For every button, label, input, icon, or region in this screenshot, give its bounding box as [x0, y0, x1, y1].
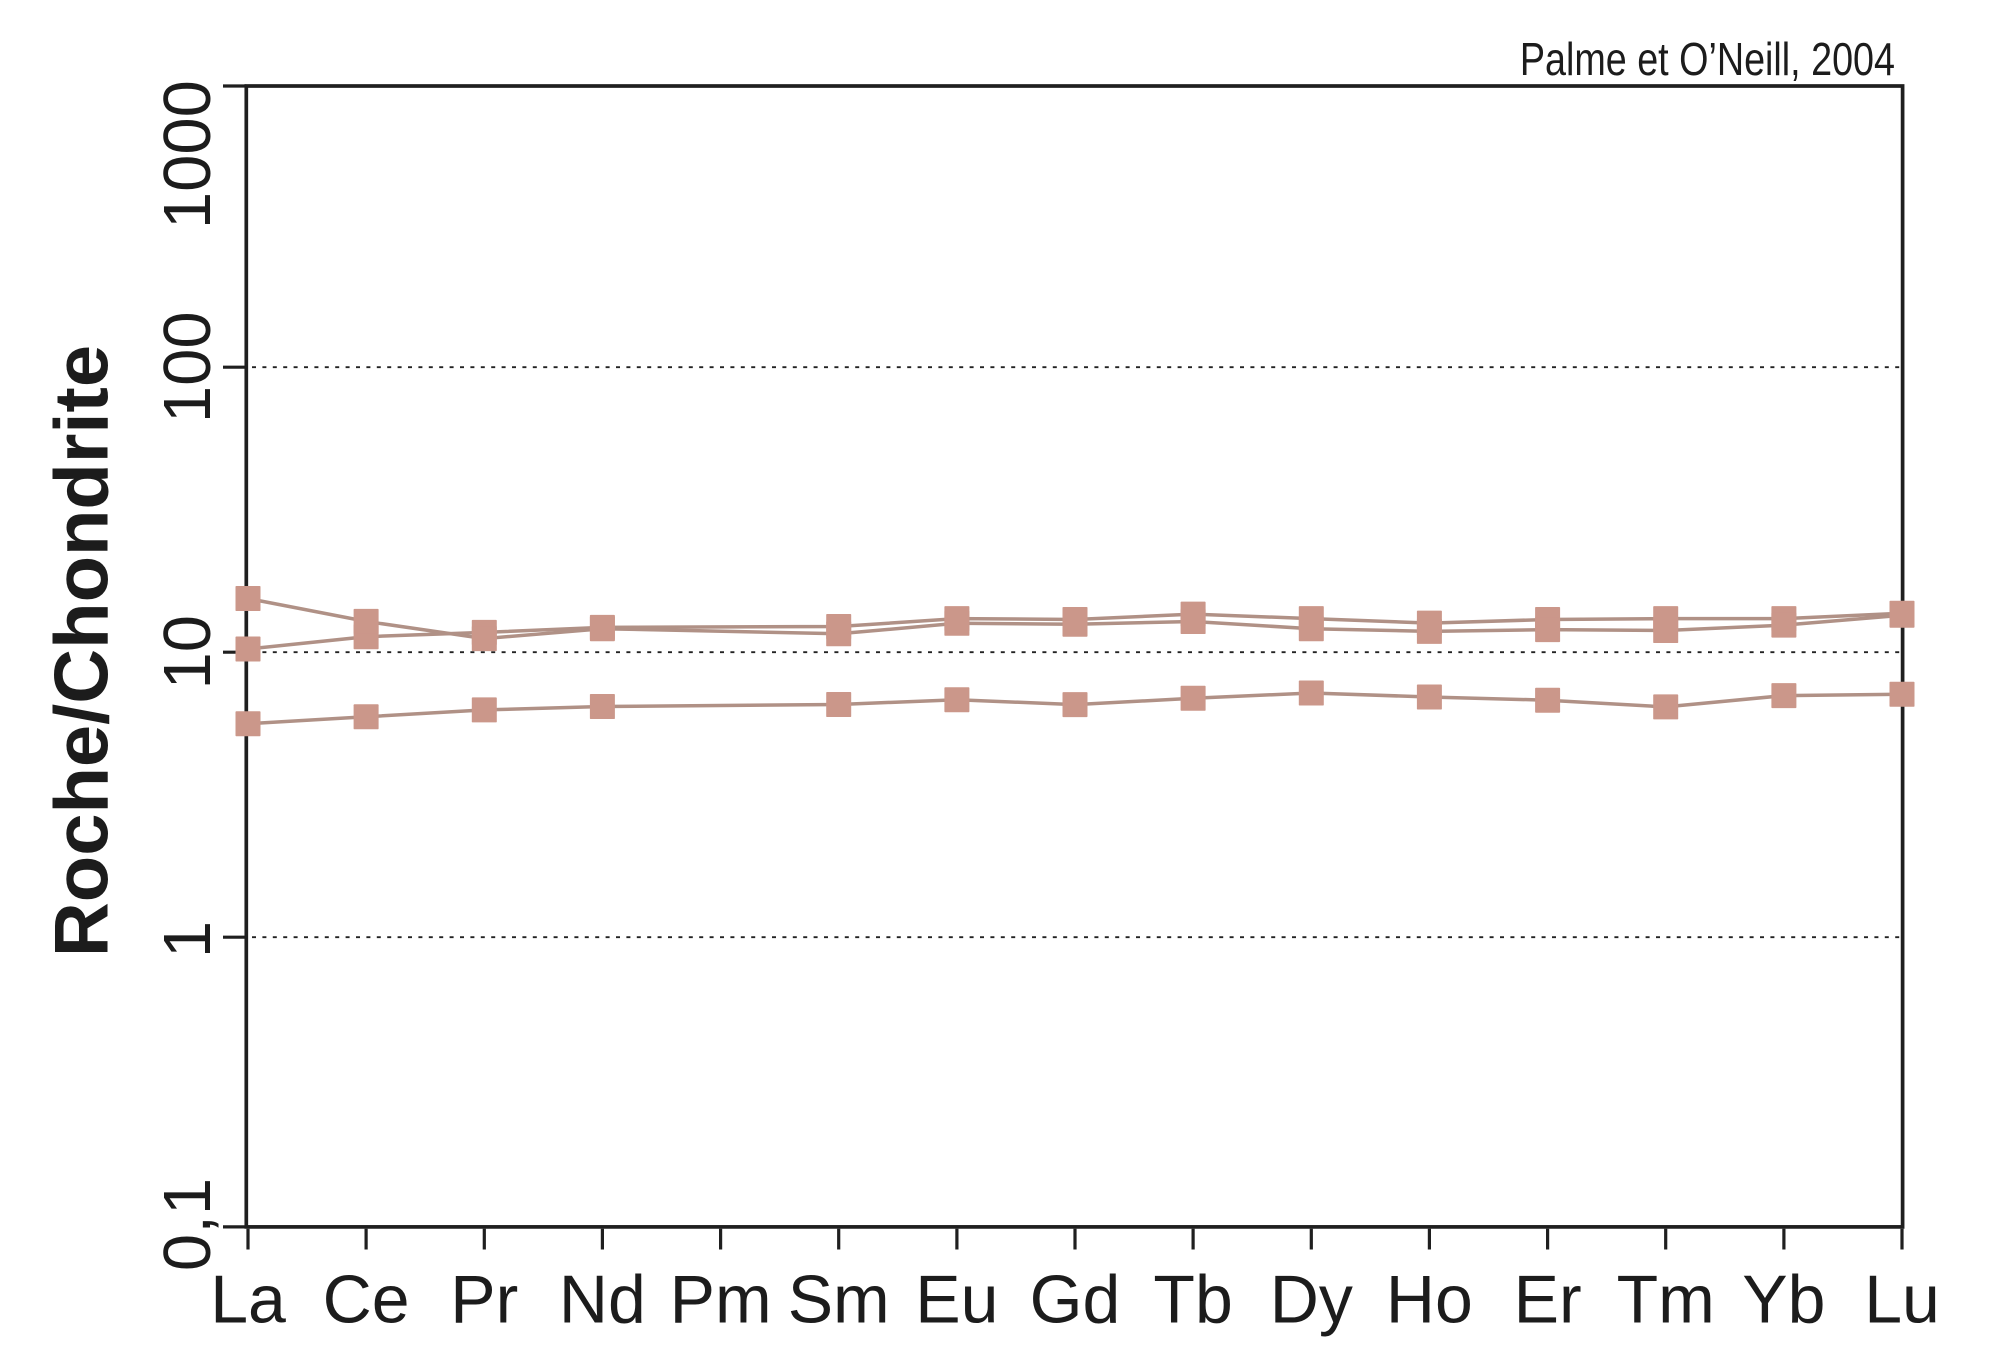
svg-text:Er: Er	[1514, 1261, 1582, 1337]
svg-text:Sm: Sm	[788, 1261, 890, 1337]
svg-text:Gd: Gd	[1030, 1261, 1121, 1337]
svg-text:100: 100	[150, 311, 225, 423]
svg-text:Eu: Eu	[915, 1261, 998, 1337]
svg-text:Ce: Ce	[323, 1261, 410, 1337]
svg-text:Palme et O’Neill, 2004: Palme et O’Neill, 2004	[1520, 33, 1895, 84]
svg-text:Nd: Nd	[559, 1261, 646, 1337]
svg-text:Ho: Ho	[1386, 1261, 1473, 1337]
svg-text:0,1: 0,1	[150, 1178, 225, 1271]
svg-text:Pr: Pr	[450, 1261, 518, 1337]
svg-text:Tm: Tm	[1617, 1261, 1715, 1337]
svg-text:Dy: Dy	[1270, 1261, 1353, 1337]
svg-text:Tb: Tb	[1153, 1261, 1232, 1337]
svg-text:Pm: Pm	[670, 1261, 772, 1337]
svg-text:1: 1	[150, 921, 225, 958]
svg-text:Roche/Chondrite: Roche/Chondrite	[40, 345, 125, 957]
svg-text:Yb: Yb	[1742, 1261, 1825, 1337]
svg-text:La: La	[210, 1261, 286, 1337]
svg-text:1000: 1000	[150, 80, 225, 229]
svg-text:10: 10	[150, 615, 225, 690]
svg-text:Lu: Lu	[1864, 1261, 1940, 1337]
